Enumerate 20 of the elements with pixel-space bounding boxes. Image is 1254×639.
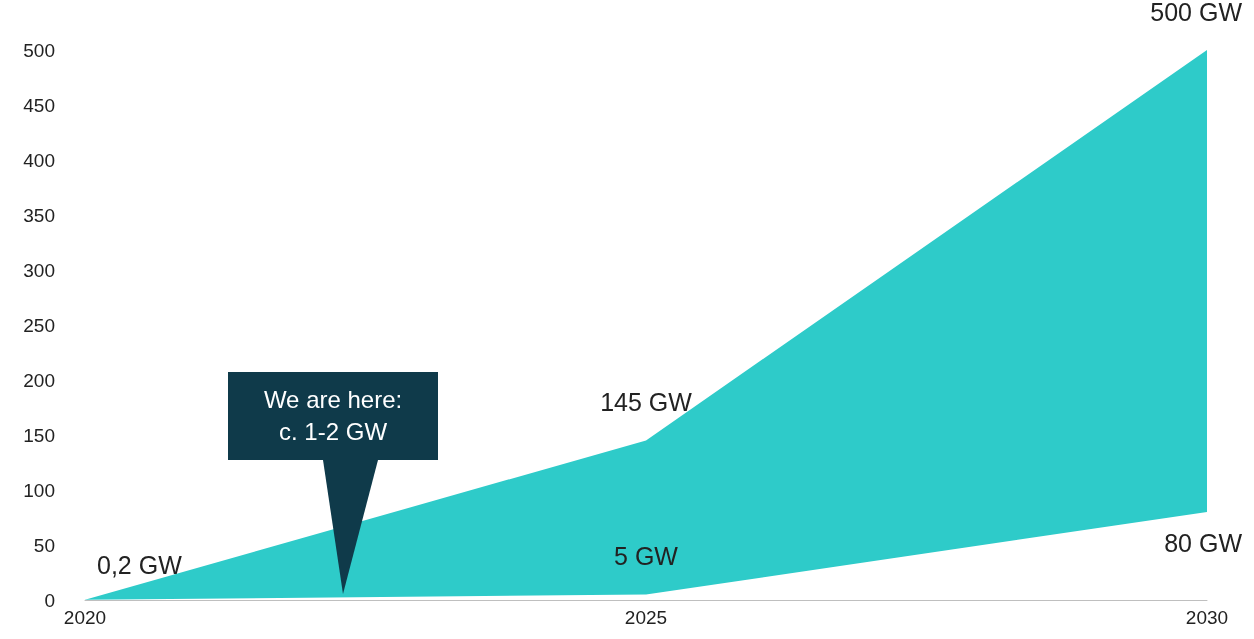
x-tick-label: 2020	[63, 607, 107, 628]
annotation: 500 GW	[1150, 0, 1243, 26]
y-tick-label: 50	[33, 534, 55, 556]
y-tick-label: 450	[23, 94, 55, 116]
y-tick-label: 300	[23, 259, 55, 281]
y-tick-label: 400	[23, 149, 55, 171]
x-tick-label: 2025	[624, 607, 668, 628]
y-tick-label: 150	[23, 424, 55, 446]
y-tick-label: 200	[23, 369, 55, 391]
annotation: 145 GW	[600, 388, 693, 416]
annotation: 5 GW	[614, 542, 679, 570]
y-tick-label: 100	[23, 479, 55, 501]
y-tick-label: 500	[23, 39, 55, 61]
annotation: We are here: c. 1-2 GW	[228, 372, 439, 460]
y-tick-label: 350	[23, 204, 55, 226]
y-tick-label: 0	[44, 589, 55, 611]
annotation: 0,2 GW	[97, 551, 183, 580]
y-tick-label: 250	[23, 314, 55, 336]
annotation: 80 GW	[1164, 528, 1243, 557]
x-tick-label: 2030	[1185, 607, 1229, 628]
